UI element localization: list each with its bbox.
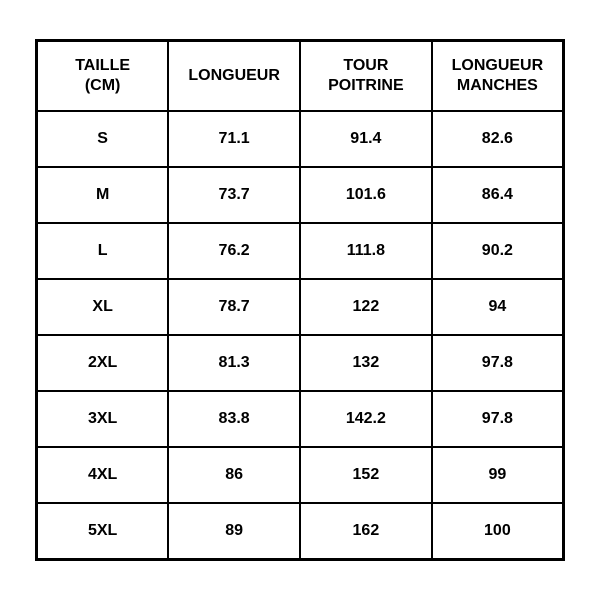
cell-longueur: 76.2 [168, 223, 300, 279]
cell-tour-poitrine: 111.8 [300, 223, 432, 279]
cell-longueur-manches: 99 [432, 447, 564, 503]
column-header-tour-line1: TOUR [343, 57, 388, 74]
table-body: S 71.1 91.4 82.6 M 73.7 101.6 86.4 L 76.… [37, 111, 564, 559]
column-header-manches-line2: MANCHES [457, 77, 538, 94]
cell-size: XL [37, 279, 169, 335]
cell-size: 5XL [37, 503, 169, 559]
table-row: M 73.7 101.6 86.4 [37, 167, 564, 223]
cell-longueur-manches: 86.4 [432, 167, 564, 223]
table-header-row: TAILLE (CM) LONGUEUR TOUR POITRINE LONGU… [37, 41, 564, 112]
cell-size: S [37, 111, 169, 167]
column-header-longueur-manches: LONGUEUR MANCHES [432, 41, 564, 112]
cell-longueur: 83.8 [168, 391, 300, 447]
column-header-longueur-line1: LONGUEUR [188, 67, 280, 84]
table-row: 2XL 81.3 132 97.8 [37, 335, 564, 391]
cell-longueur-manches: 82.6 [432, 111, 564, 167]
cell-longueur-manches: 97.8 [432, 335, 564, 391]
cell-tour-poitrine: 152 [300, 447, 432, 503]
cell-tour-poitrine: 162 [300, 503, 432, 559]
cell-longueur: 89 [168, 503, 300, 559]
column-header-longueur: LONGUEUR [168, 41, 300, 112]
table-row: L 76.2 111.8 90.2 [37, 223, 564, 279]
size-chart-container: TAILLE (CM) LONGUEUR TOUR POITRINE LONGU… [0, 9, 600, 591]
column-header-tour-line2: POITRINE [328, 77, 404, 94]
column-header-taille: TAILLE (CM) [37, 41, 169, 112]
cell-size: 2XL [37, 335, 169, 391]
cell-size: M [37, 167, 169, 223]
cell-longueur-manches: 90.2 [432, 223, 564, 279]
cell-longueur-manches: 97.8 [432, 391, 564, 447]
cell-tour-poitrine: 132 [300, 335, 432, 391]
column-header-taille-line1: TAILLE [75, 57, 130, 74]
column-header-taille-line2: (CM) [85, 77, 121, 94]
cell-tour-poitrine: 91.4 [300, 111, 432, 167]
cell-tour-poitrine: 101.6 [300, 167, 432, 223]
cell-longueur: 73.7 [168, 167, 300, 223]
table-row: XL 78.7 122 94 [37, 279, 564, 335]
cell-longueur-manches: 100 [432, 503, 564, 559]
cell-longueur: 71.1 [168, 111, 300, 167]
table-row: 5XL 89 162 100 [37, 503, 564, 559]
cell-size: 3XL [37, 391, 169, 447]
column-header-tour-poitrine: TOUR POITRINE [300, 41, 432, 112]
table-header: TAILLE (CM) LONGUEUR TOUR POITRINE LONGU… [37, 41, 564, 112]
cell-tour-poitrine: 122 [300, 279, 432, 335]
cell-size: L [37, 223, 169, 279]
cell-tour-poitrine: 142.2 [300, 391, 432, 447]
table-row: S 71.1 91.4 82.6 [37, 111, 564, 167]
cell-longueur-manches: 94 [432, 279, 564, 335]
column-header-manches-line1: LONGUEUR [452, 57, 544, 74]
cell-longueur: 86 [168, 447, 300, 503]
size-chart-table: TAILLE (CM) LONGUEUR TOUR POITRINE LONGU… [35, 39, 565, 561]
table-row: 4XL 86 152 99 [37, 447, 564, 503]
table-row: 3XL 83.8 142.2 97.8 [37, 391, 564, 447]
cell-longueur: 81.3 [168, 335, 300, 391]
cell-size: 4XL [37, 447, 169, 503]
cell-longueur: 78.7 [168, 279, 300, 335]
